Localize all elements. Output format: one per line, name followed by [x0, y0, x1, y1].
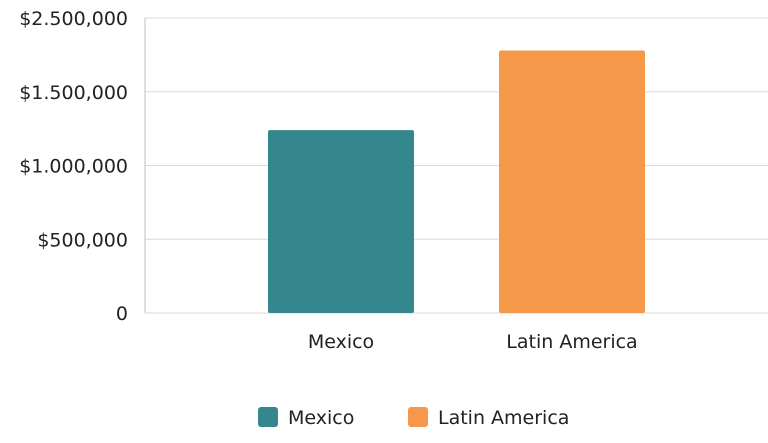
- gridlines: [145, 17, 768, 314]
- y-tick-label: 0: [116, 303, 128, 325]
- x-axis-category-labels: Mexico Latin America: [308, 331, 638, 353]
- y-tick-label: $1.500,000: [19, 82, 128, 104]
- y-tick-label: $500,000: [37, 229, 128, 251]
- y-axis-tick-labels: 0 $500,000 $1.000,000 $1.500,000 $2.500,000: [19, 8, 128, 325]
- legend-item: Mexico: [258, 407, 354, 429]
- x-category-label: Latin America: [506, 331, 637, 353]
- x-category-label: Mexico: [308, 331, 374, 353]
- bar-mexico: [268, 130, 414, 313]
- legend-swatch: [408, 407, 428, 427]
- legend-label: Latin America: [438, 407, 569, 429]
- legend-swatch: [258, 407, 278, 427]
- y-tick-label: $2.500,000: [19, 8, 128, 30]
- legend-item: Latin America: [408, 407, 569, 429]
- bars: [268, 50, 645, 313]
- legend: Mexico Latin America: [258, 407, 569, 429]
- y-tick-label: $1.000,000: [19, 156, 128, 178]
- bar-latin-america: [499, 50, 645, 313]
- legend-label: Mexico: [288, 407, 354, 429]
